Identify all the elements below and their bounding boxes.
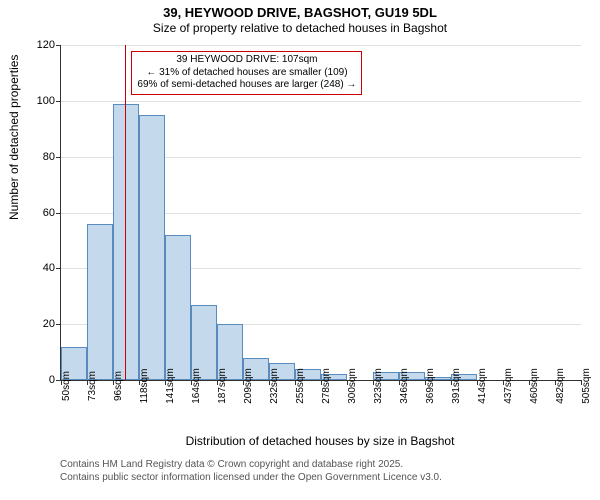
x-tick-label: 300sqm: [347, 368, 358, 404]
histogram-bar: [165, 235, 191, 380]
property-marker-line: [125, 45, 126, 380]
x-tick-label: 460sqm: [529, 368, 540, 404]
y-axis-label: Number of detached properties: [7, 200, 21, 220]
gridline: [61, 101, 581, 102]
x-tick-label: 232sqm: [269, 368, 280, 404]
y-tick-label: 0: [49, 374, 61, 386]
gridline: [61, 45, 581, 46]
footer-line-1: Contains HM Land Registry data © Crown c…: [60, 458, 442, 471]
annotation-line: 39 HEYWOOD DRIVE: 107sqm: [137, 54, 356, 67]
x-tick-label: 141sqm: [165, 368, 176, 404]
x-tick-label: 414sqm: [477, 368, 488, 404]
chart-subtitle: Size of property relative to detached ho…: [0, 20, 600, 35]
y-tick-label: 100: [37, 95, 61, 107]
chart-title: 39, HEYWOOD DRIVE, BAGSHOT, GU19 5DL: [0, 0, 600, 20]
x-tick-label: 50sqm: [61, 371, 72, 401]
x-tick-label: 73sqm: [87, 371, 98, 401]
x-tick-label: 346sqm: [399, 368, 410, 404]
x-tick-label: 437sqm: [503, 368, 514, 404]
x-tick-label: 96sqm: [113, 371, 124, 401]
y-tick-label: 80: [43, 151, 61, 163]
histogram-bar: [87, 224, 113, 380]
x-tick-label: 118sqm: [139, 369, 150, 404]
chart-footer: Contains HM Land Registry data © Crown c…: [60, 458, 442, 484]
x-axis-label: Distribution of detached houses by size …: [60, 434, 580, 448]
x-tick-label: 391sqm: [451, 368, 462, 404]
property-size-chart: 39, HEYWOOD DRIVE, BAGSHOT, GU19 5DL Siz…: [0, 0, 600, 500]
y-tick-label: 120: [37, 39, 61, 51]
x-tick-label: 209sqm: [243, 368, 254, 404]
y-tick-label: 20: [43, 318, 61, 330]
y-tick-label: 40: [43, 262, 61, 274]
annotation-line: 69% of semi-detached houses are larger (…: [137, 79, 356, 92]
x-tick-label: 255sqm: [295, 368, 306, 404]
footer-line-2: Contains public sector information licen…: [60, 471, 442, 484]
x-tick-label: 164sqm: [191, 368, 202, 404]
histogram-bar: [139, 115, 165, 380]
x-tick-label: 187sqm: [217, 368, 228, 404]
annotation-line: ← 31% of detached houses are smaller (10…: [137, 67, 356, 80]
x-tick-label: 482sqm: [555, 368, 566, 404]
x-tick-label: 369sqm: [425, 368, 436, 404]
x-tick-label: 278sqm: [321, 368, 332, 404]
plot-area: 02040608010012050sqm73sqm96sqm118sqm141s…: [60, 45, 581, 381]
x-tick-label: 505sqm: [581, 368, 592, 404]
y-tick-label: 60: [43, 207, 61, 219]
x-tick-label: 323sqm: [373, 368, 384, 404]
annotation-box: 39 HEYWOOD DRIVE: 107sqm← 31% of detache…: [131, 51, 362, 95]
